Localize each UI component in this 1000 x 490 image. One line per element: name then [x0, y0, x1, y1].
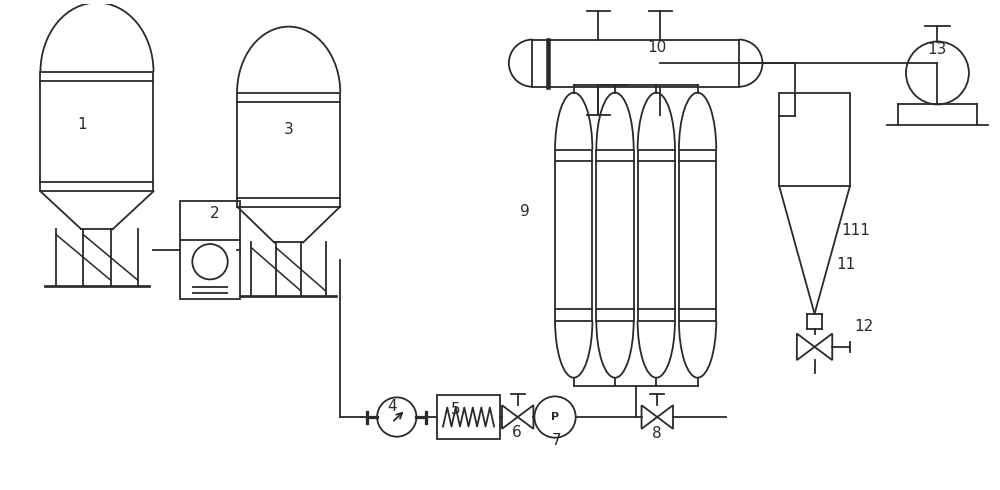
Text: 1: 1 — [77, 117, 87, 132]
Bar — [180, 201, 240, 299]
Text: 5: 5 — [451, 402, 461, 417]
Text: 9: 9 — [520, 204, 529, 219]
Bar — [437, 395, 500, 439]
Text: 11: 11 — [836, 257, 856, 272]
Bar — [596, 149, 634, 320]
Bar — [638, 149, 675, 320]
Text: 8: 8 — [652, 426, 662, 441]
Bar — [40, 72, 153, 191]
Text: 13: 13 — [928, 43, 947, 57]
Text: 3: 3 — [284, 122, 294, 137]
Bar — [679, 149, 716, 320]
Text: 7: 7 — [552, 433, 562, 447]
Bar — [779, 93, 850, 186]
Text: 111: 111 — [841, 223, 870, 238]
Text: 12: 12 — [854, 319, 873, 334]
Text: 2: 2 — [210, 206, 220, 221]
Text: 6: 6 — [512, 425, 522, 441]
Text: P: P — [551, 412, 559, 422]
Text: 10: 10 — [648, 40, 667, 55]
Bar — [532, 40, 739, 87]
Text: 4: 4 — [387, 399, 397, 414]
Bar — [237, 93, 340, 206]
Bar — [555, 149, 592, 320]
